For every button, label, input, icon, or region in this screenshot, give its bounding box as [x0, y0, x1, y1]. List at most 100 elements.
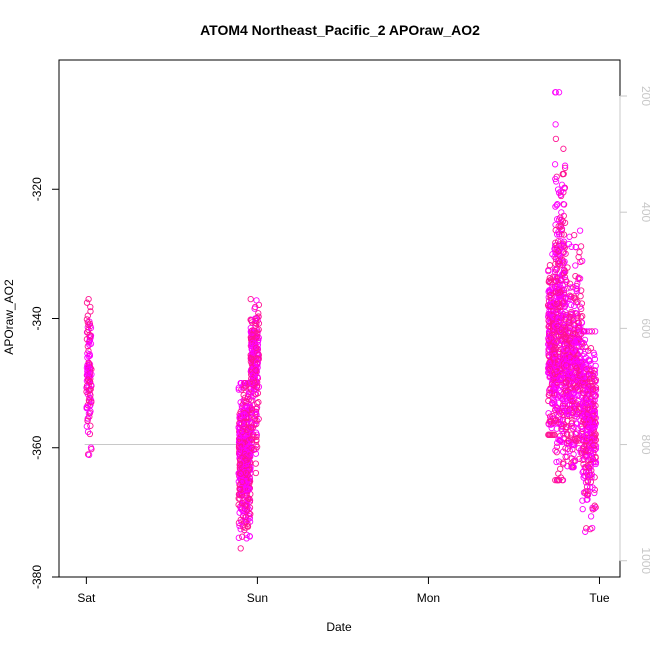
- data-point: [554, 289, 561, 296]
- data-point: [573, 413, 580, 420]
- data-point: [584, 496, 591, 503]
- data-point: [248, 379, 255, 386]
- data-point: [237, 451, 244, 458]
- data-point: [564, 264, 571, 271]
- data-point: [583, 525, 590, 532]
- right-y-axis: 200 400 600 800 1000: [619, 86, 650, 574]
- data-point: [559, 170, 567, 178]
- data-point: [86, 320, 94, 328]
- data-point: [562, 453, 569, 461]
- data-point: [84, 354, 91, 361]
- data-point: [244, 487, 251, 494]
- data-point: [255, 383, 263, 391]
- data-point: [582, 479, 590, 486]
- data-point: [87, 308, 94, 315]
- data-point: [567, 301, 575, 309]
- data-point: [554, 326, 561, 333]
- data-point: [561, 219, 569, 226]
- data-point: [87, 422, 94, 429]
- data-point: [87, 334, 94, 341]
- data-point: [592, 459, 600, 466]
- data-point: [560, 286, 568, 294]
- data-point: [562, 353, 570, 361]
- data-point: [563, 316, 570, 324]
- data-point: [246, 485, 253, 493]
- data-point: [560, 200, 567, 208]
- plot-frame: [58, 59, 621, 578]
- data-point: [545, 410, 552, 417]
- data-point: [565, 410, 572, 417]
- data-point: [584, 462, 591, 470]
- data-point: [588, 406, 595, 414]
- data-point: [557, 276, 564, 283]
- data-point: [548, 431, 555, 438]
- data-point: [547, 365, 554, 373]
- data-point: [570, 347, 577, 354]
- data-point: [562, 423, 570, 431]
- data-point: [557, 222, 564, 229]
- y2-tick-label: 200: [639, 86, 650, 106]
- data-point: [581, 336, 589, 344]
- data-point: [85, 295, 92, 303]
- data-point: [562, 345, 569, 353]
- data-point: [254, 390, 262, 397]
- data-point: [237, 444, 244, 451]
- data-point: [552, 203, 559, 210]
- data-point: [561, 164, 569, 172]
- data-point: [555, 476, 563, 484]
- data-point: [588, 398, 595, 406]
- y2-tick-label: 800: [639, 435, 650, 455]
- data-point: [580, 412, 588, 419]
- data-point: [561, 162, 569, 169]
- data-point: [546, 389, 553, 396]
- data-point: [83, 423, 90, 430]
- data-point: [560, 459, 567, 466]
- data-point: [254, 359, 261, 366]
- data-point: [585, 418, 593, 425]
- data-point: [255, 336, 262, 344]
- data-point: [562, 379, 570, 386]
- data-point: [244, 517, 251, 524]
- data-point: [584, 492, 591, 499]
- data-point: [240, 447, 248, 455]
- data-point: [252, 450, 260, 457]
- data-point: [252, 344, 260, 351]
- data-point: [554, 366, 561, 373]
- data-point: [83, 364, 91, 372]
- data-point: [579, 505, 586, 513]
- data-point: [556, 420, 563, 427]
- data-point: [552, 178, 560, 185]
- data-point: [85, 410, 93, 417]
- data-point: [553, 476, 561, 484]
- data-point: [88, 399, 95, 406]
- data-point: [87, 381, 95, 389]
- data-point: [563, 362, 570, 369]
- data-point: [557, 372, 565, 379]
- data-point: [85, 353, 92, 360]
- data-point: [551, 161, 559, 168]
- data-point: [250, 393, 257, 400]
- data-point: [591, 437, 598, 445]
- data-point: [85, 326, 92, 334]
- data-point: [241, 379, 249, 387]
- data-point: [560, 431, 567, 438]
- data-points: [83, 89, 600, 552]
- data-point: [563, 440, 571, 447]
- data-point: [577, 243, 585, 250]
- data-point: [246, 495, 253, 502]
- data-point: [561, 303, 569, 310]
- data-point: [579, 469, 586, 476]
- data-point: [87, 303, 94, 311]
- data-point: [587, 452, 595, 459]
- data-point: [554, 322, 561, 330]
- data-point: [554, 186, 562, 193]
- data-point: [559, 427, 566, 434]
- data-point: [554, 293, 561, 301]
- data-point: [583, 388, 590, 395]
- data-point: [563, 278, 570, 285]
- data-point: [567, 335, 574, 342]
- data-point: [572, 362, 579, 370]
- data-point: [253, 333, 261, 340]
- data-point: [243, 452, 250, 460]
